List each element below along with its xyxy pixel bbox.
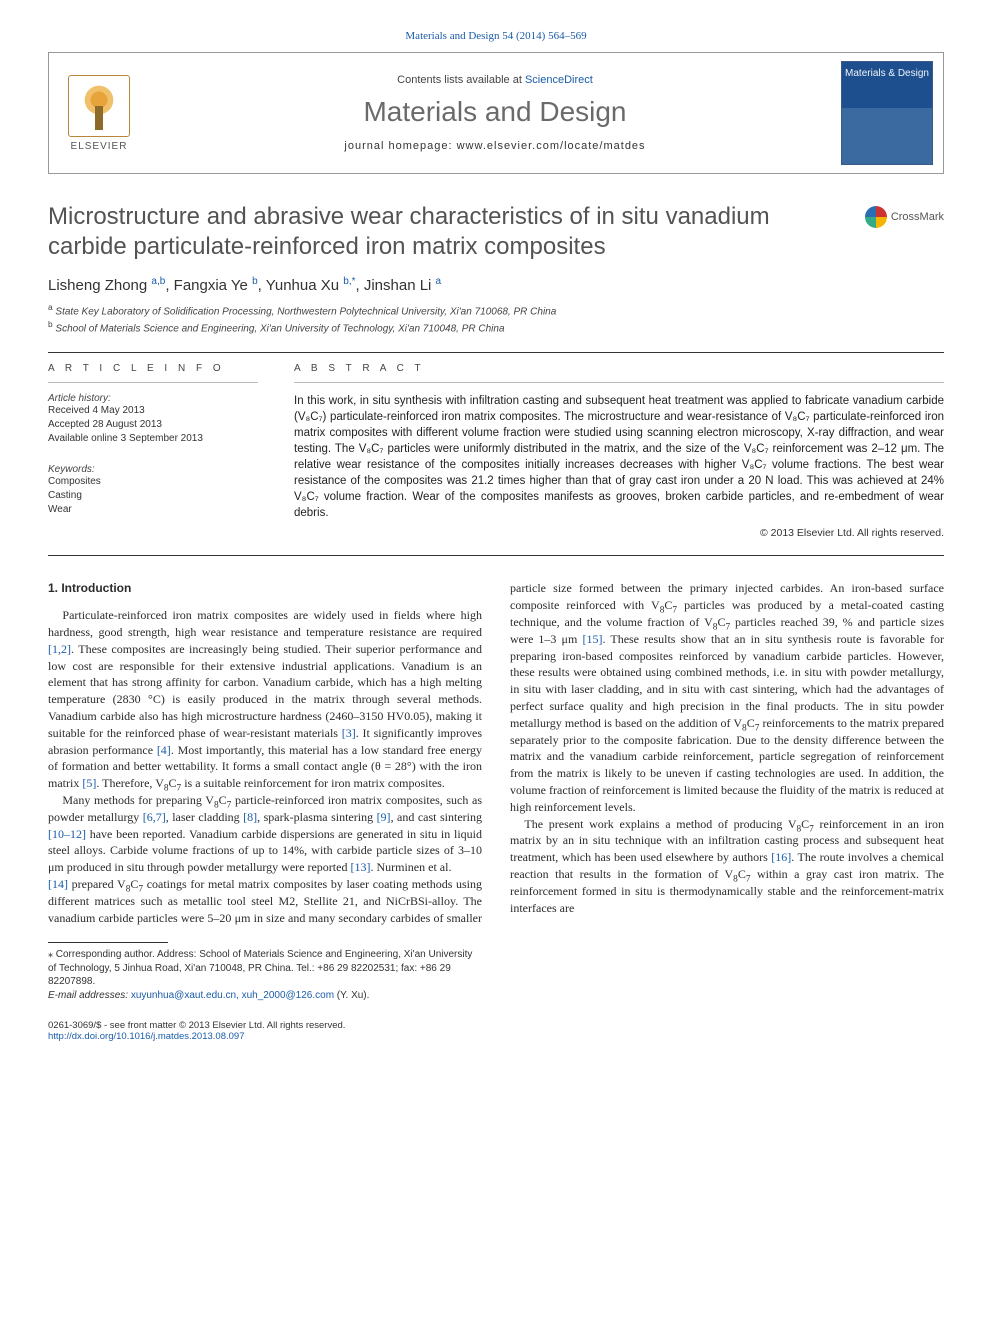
abstract-text: In this work, in situ synthesis with inf… bbox=[294, 393, 944, 522]
crossmark-badge[interactable]: CrossMark bbox=[865, 206, 944, 228]
journal-cover-thumbnail: Materials & Design bbox=[841, 61, 933, 165]
history-accepted: Accepted 28 August 2013 bbox=[48, 418, 258, 432]
keywords-label: Keywords: bbox=[48, 464, 258, 475]
publisher-name: ELSEVIER bbox=[71, 141, 128, 152]
author-email-link[interactable]: xuyunhua@xaut.edu.cn, xuh_2000@126.com bbox=[131, 990, 334, 1001]
contents-lists-line: Contents lists available at ScienceDirec… bbox=[397, 74, 593, 86]
citation-header: Materials and Design 54 (2014) 564–569 bbox=[48, 30, 944, 42]
publisher-logo: ELSEVIER bbox=[49, 53, 149, 173]
body-paragraph: Many methods for preparing V8C7 particle… bbox=[48, 792, 482, 876]
journal-title: Materials and Design bbox=[363, 96, 626, 128]
keyword-item: Casting bbox=[48, 489, 258, 503]
corresponding-author-note: ⁎ Corresponding author. Address: School … bbox=[48, 948, 478, 989]
keywords-list: Composites Casting Wear bbox=[48, 475, 258, 517]
affiliation-b: b School of Materials Science and Engine… bbox=[48, 319, 944, 336]
body-two-column: 1. Introduction Particulate-reinforced i… bbox=[48, 580, 944, 926]
keyword-item: Wear bbox=[48, 503, 258, 517]
rule-bottom bbox=[48, 555, 944, 556]
body-paragraph: Particulate-reinforced iron matrix compo… bbox=[48, 607, 482, 792]
cover-title: Materials & Design bbox=[845, 68, 929, 79]
abstract-rule bbox=[294, 382, 944, 383]
contents-prefix: Contents lists available at bbox=[397, 74, 525, 86]
article-title: Microstructure and abrasive wear charact… bbox=[48, 202, 849, 262]
doi-link[interactable]: http://dx.doi.org/10.1016/j.matdes.2013.… bbox=[48, 1031, 244, 1042]
journal-homepage: journal homepage: www.elsevier.com/locat… bbox=[344, 140, 645, 152]
authors-line: Lisheng Zhong a,b, Fangxia Ye b, Yunhua … bbox=[48, 276, 944, 294]
keyword-item: Composites bbox=[48, 475, 258, 489]
info-rule bbox=[48, 382, 258, 383]
section-heading-introduction: 1. Introduction bbox=[48, 580, 482, 597]
history-online: Available online 3 September 2013 bbox=[48, 432, 258, 446]
affiliations: a State Key Laboratory of Solidification… bbox=[48, 302, 944, 336]
history-received: Received 4 May 2013 bbox=[48, 404, 258, 418]
email-suffix: (Y. Xu). bbox=[334, 990, 369, 1001]
crossmark-icon bbox=[865, 206, 887, 228]
sciencedirect-link[interactable]: ScienceDirect bbox=[525, 74, 593, 86]
email-label: E-mail addresses: bbox=[48, 990, 131, 1001]
footnotes: ⁎ Corresponding author. Address: School … bbox=[48, 942, 478, 1002]
rule-top bbox=[48, 352, 944, 353]
abstract-copyright: © 2013 Elsevier Ltd. All rights reserved… bbox=[294, 527, 944, 539]
crossmark-label: CrossMark bbox=[891, 211, 944, 223]
history-items: Received 4 May 2013 Accepted 28 August 2… bbox=[48, 404, 258, 446]
abstract-heading: A B S T R A C T bbox=[294, 363, 944, 374]
page-footer: 0261-3069/$ - see front matter © 2013 El… bbox=[48, 1020, 944, 1042]
citation-link[interactable]: Materials and Design 54 (2014) 564–569 bbox=[405, 30, 586, 42]
history-label: Article history: bbox=[48, 393, 258, 404]
elsevier-tree-icon bbox=[68, 75, 130, 137]
front-matter-line: 0261-3069/$ - see front matter © 2013 El… bbox=[48, 1020, 944, 1031]
affiliation-a: a State Key Laboratory of Solidification… bbox=[48, 302, 944, 319]
email-line: E-mail addresses: xuyunhua@xaut.edu.cn, … bbox=[48, 989, 478, 1003]
body-paragraph: The present work explains a method of pr… bbox=[510, 816, 944, 917]
article-info-heading: A R T I C L E I N F O bbox=[48, 363, 258, 374]
journal-masthead: ELSEVIER Contents lists available at Sci… bbox=[48, 52, 944, 174]
